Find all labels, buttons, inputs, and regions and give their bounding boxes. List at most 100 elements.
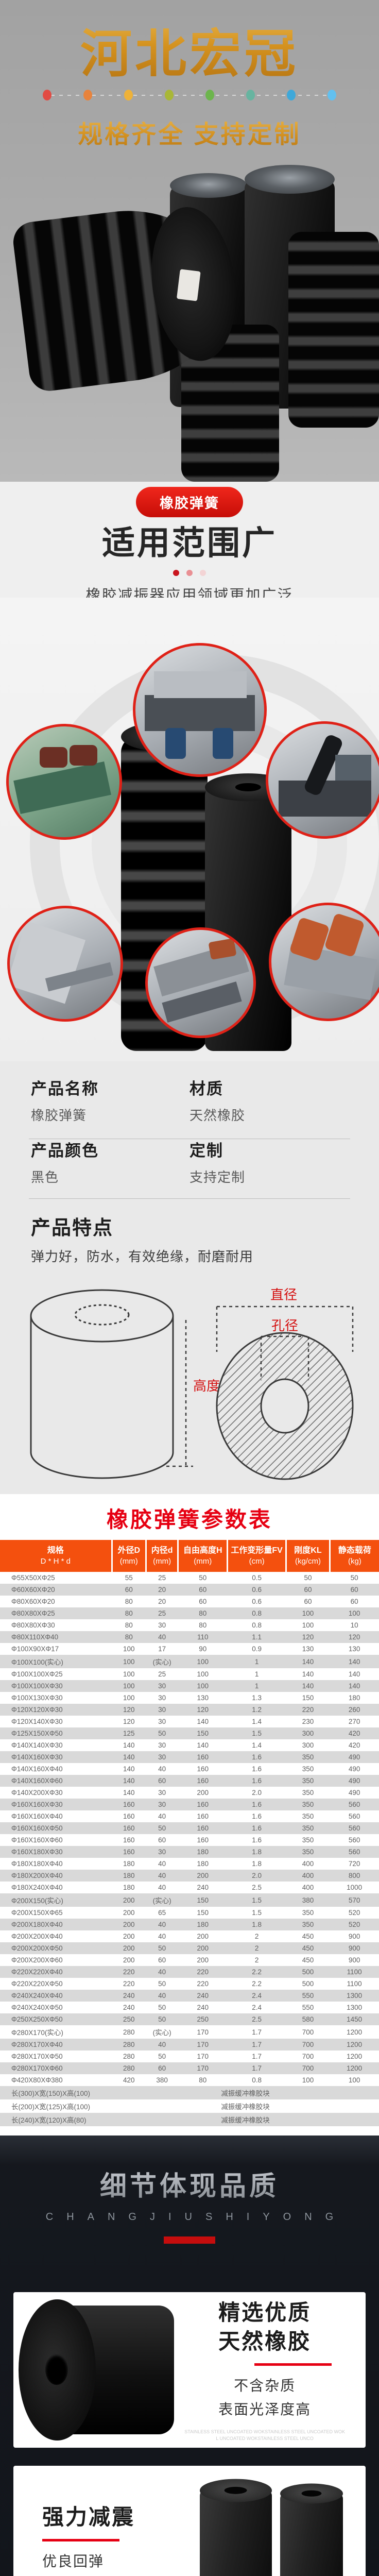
param-value-cell: 280 (123, 2028, 135, 2036)
param-value-cell: 80 (112, 1607, 146, 1619)
param-value-cell: 160 (197, 1812, 209, 1820)
param-value-cell: 420 (348, 1741, 360, 1749)
diagram-diameter-label: 直径 (270, 1287, 297, 1302)
param-value-cell: 1.7 (252, 2028, 262, 2036)
param-value-cell: 900 (348, 1933, 360, 1940)
param-spec-cell: Φ420X80XΦ380 (11, 2076, 63, 2084)
param-value-cell: 60 (286, 1584, 330, 1596)
param-row: Φ280X170XΦ60 280 60 170 1.7 700 1200 (0, 2062, 379, 2074)
param-value-cell: 350 (302, 1789, 314, 1797)
param-value-cell: 2.2 (227, 1966, 286, 1978)
param-row: Φ160X160XΦ30 160 30 160 1.6 350 560 (0, 1799, 379, 1810)
divider-dots (43, 90, 336, 100)
param-value-cell: 40 (146, 1870, 178, 1882)
param-spec-cell: Φ140X200XΦ30 (11, 1789, 63, 1797)
param-value-cell: 300 (286, 1727, 330, 1739)
param-value-cell: 120 (123, 1718, 135, 1725)
param-row: Φ100X90XΦ17 100 17 90 0.9 130 130 (0, 1643, 379, 1655)
param-value-cell: 2.0 (252, 1789, 262, 1797)
param-value-cell: 40 (158, 1812, 166, 1820)
param-note-cell: 减振缓冲橡胶块 (221, 2103, 270, 2111)
param-value-cell: 420 (330, 1727, 379, 1739)
param-value-cell: 720 (348, 1860, 360, 1868)
param-spec-cell: Φ140X160XΦ60 (0, 1775, 112, 1787)
param-value-cell: 60 (350, 1598, 358, 1605)
param-value-cell: 1200 (330, 2039, 379, 2050)
param-value-cell: 30 (158, 1621, 166, 1629)
param-spec-cell: Φ280X170XΦ60 (0, 2062, 112, 2074)
param-value-cell: 90 (199, 1645, 207, 1653)
param-value-cell: 100 (112, 1680, 146, 1692)
param-row: Φ120X120XΦ30 120 30 120 1.2 220 260 (0, 1704, 379, 1716)
param-spec-cell: Φ200X200XΦ60 (11, 1956, 63, 1964)
param-value-cell: 160 (197, 1836, 209, 1844)
param-row: Φ55X50XΦ25 55 25 50 0.5 50 50 (0, 1572, 379, 1584)
param-spec-cell: Φ250X250XΦ50 (0, 2013, 112, 2025)
param-value-cell: 50 (158, 2004, 166, 2011)
param-value-cell: 2 (254, 1933, 259, 1940)
rubber-cylinder-photo (13, 2292, 182, 2448)
param-value-cell: 25 (158, 1670, 166, 1678)
info-label: 材质 (190, 1080, 223, 1098)
param-spec-cell: Φ280X170(实心) (11, 2029, 63, 2037)
param-value-cell: 140 (197, 1718, 209, 1725)
param-row: Φ160X160XΦ60 160 60 160 1.6 350 560 (0, 1834, 379, 1846)
param-value-cell: 60 (304, 1598, 312, 1605)
quality-title: 细节体现品质 (0, 2136, 379, 2203)
param-value-cell: 200 (112, 1919, 146, 1930)
param-row: Φ80X110XΦ40 80 40 110 1.1 120 120 (0, 1631, 379, 1643)
param-value-cell: 220 (197, 1980, 209, 1988)
param-value-cell: 0.8 (227, 1607, 286, 1619)
param-value-cell: 2 (254, 1956, 259, 1964)
param-value-cell: 250 (178, 2013, 228, 2025)
param-value-cell: 120 (112, 1704, 146, 1716)
param-column-header: 静态载荷 (kg) (329, 1540, 379, 1572)
param-value-cell: 25 (146, 1607, 178, 1619)
param-value-cell: 200 (178, 1870, 228, 1882)
param-value-cell: 130 (302, 1645, 314, 1653)
param-value-cell: 30 (146, 1680, 178, 1692)
info-value: 天然橡胶 (190, 1108, 246, 1123)
info-item: 定制 支持定制 (190, 1138, 348, 1186)
param-value-cell: 1 (227, 1655, 286, 1668)
param-value-cell: 40 (146, 1990, 178, 2002)
param-value-cell: 100 (302, 1621, 314, 1629)
param-row: Φ80X80XΦ25 80 25 80 0.8 100 100 (0, 1607, 379, 1619)
param-value-cell: 140 (112, 1751, 146, 1763)
param-row: 长(240)X宽(120)X高(80) 减振缓冲橡胶块 (0, 2113, 379, 2126)
param-row: Φ140X160XΦ40 140 40 160 1.6 350 490 (0, 1763, 379, 1775)
param-value-cell: (实心) (152, 2029, 171, 2037)
brand-title: 河北宏冠 (0, 0, 379, 82)
param-value-cell: 180 (197, 1860, 209, 1868)
param-value-cell: 130 (197, 1694, 209, 1702)
param-value-cell: 30 (146, 1846, 178, 1858)
param-value-cell: 230 (302, 1718, 314, 1725)
param-value-cell: 400 (286, 1870, 330, 1882)
scope-section: 橡胶弹簧 适用范围广 橡胶减振器应用领域更加广泛 (0, 482, 379, 598)
param-spec-cell: Φ100X100(实心) (0, 1655, 112, 1668)
param-value-cell: 30 (158, 1718, 166, 1725)
param-value-cell: 450 (302, 1933, 314, 1940)
param-value-cell: 560 (348, 1812, 360, 1820)
param-value-cell: 490 (330, 1751, 379, 1763)
card-subtitle: 不含杂质 (234, 2377, 296, 2394)
application-photo-screen-deck (145, 927, 256, 1038)
param-value-cell: 1 (254, 1670, 259, 1678)
param-value-cell: 500 (302, 1980, 314, 1988)
param-value-cell: 2.5 (252, 1884, 262, 1891)
param-value-cell: 140 (330, 1680, 379, 1692)
hero-product-photo (0, 165, 379, 482)
param-value-cell: 30 (158, 1694, 166, 1702)
param-value-cell: 40 (158, 1933, 166, 1940)
param-value-cell: 50 (146, 2013, 178, 2025)
param-row: Φ180X240XΦ40 180 40 240 2.5 400 1000 (0, 1882, 379, 1893)
param-value-cell: 0.6 (227, 1584, 286, 1596)
param-value-cell: 1.6 (227, 1822, 286, 1834)
param-value-cell: 50 (199, 1574, 207, 1582)
scope-subtitle: 橡胶减振器应用领域更加广泛 (85, 587, 294, 598)
param-value-cell: 180 (123, 1884, 135, 1891)
param-value-cell: 60 (112, 1584, 146, 1596)
param-spec-cell: Φ220X220XΦ40 (0, 1966, 112, 1978)
param-value-cell: 1.5 (227, 1893, 286, 1907)
